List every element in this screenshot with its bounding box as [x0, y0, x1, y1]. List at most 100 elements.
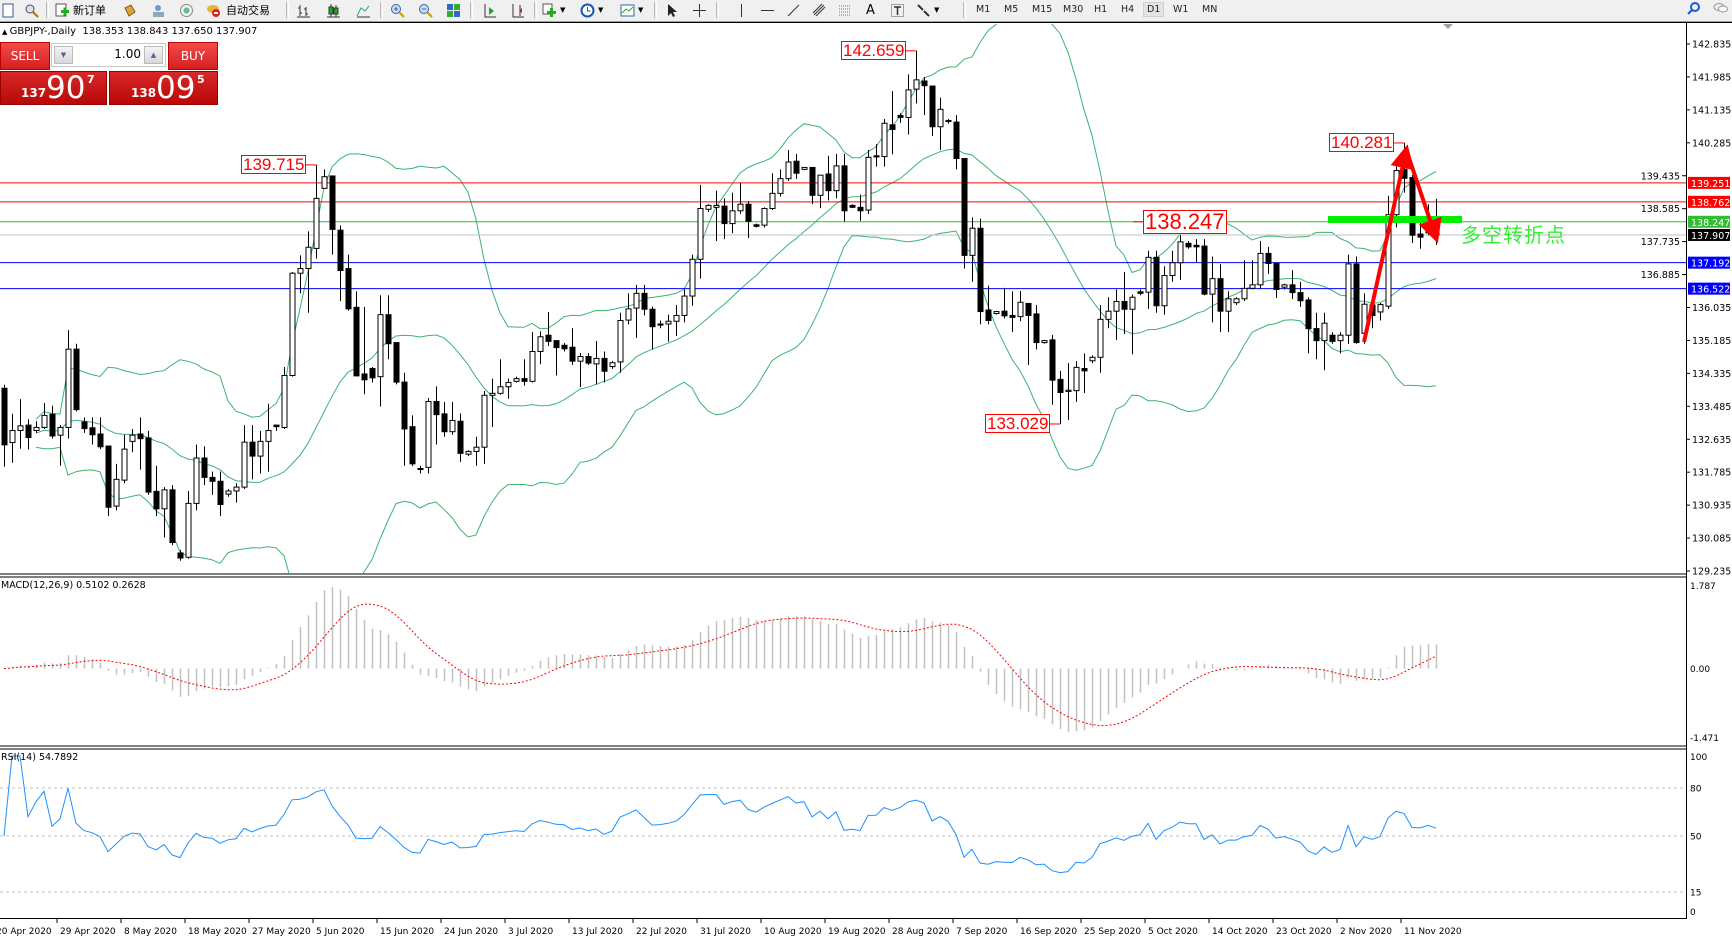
candle	[841, 153, 848, 222]
price-axis-label: 142.835	[1692, 40, 1731, 51]
zoom-out-button[interactable]	[418, 2, 433, 18]
zoom-chart-button[interactable]	[24, 2, 39, 18]
tile-windows-button[interactable]	[446, 2, 461, 18]
candle-body	[553, 340, 560, 349]
line-chart-button[interactable]	[356, 2, 371, 18]
candle	[353, 291, 360, 377]
candle	[233, 483, 240, 503]
price-annotation-138.247[interactable]: 138.247	[1143, 208, 1227, 234]
candle-body	[1321, 322, 1328, 342]
auto-trading-icon	[207, 4, 220, 17]
sell-button[interactable]: SELL	[0, 42, 50, 70]
trendline-button[interactable]	[786, 2, 801, 18]
price-annotation-140.281[interactable]: 140.281	[1329, 133, 1395, 153]
candle	[1345, 254, 1352, 344]
candle-body	[521, 378, 528, 382]
timeframe-h4[interactable]: H4	[1121, 4, 1135, 15]
candle-body	[41, 414, 48, 428]
text-button[interactable]: A	[866, 2, 875, 18]
lot-size-stepper[interactable]: ▼ 1.00 ▲	[51, 43, 166, 67]
signals-icon	[153, 4, 164, 17]
candle	[753, 223, 760, 228]
candle-body	[713, 204, 720, 208]
candle	[569, 328, 576, 366]
bar-chart-button[interactable]	[296, 2, 311, 18]
crosshair-button[interactable]	[692, 2, 707, 18]
candle	[737, 182, 744, 214]
lot-increase-button[interactable]: ▲	[144, 46, 163, 64]
chart-shift-button[interactable]	[510, 2, 525, 18]
candle	[713, 190, 720, 242]
new-chart-button[interactable]	[1, 2, 16, 18]
candle-body	[841, 165, 848, 212]
candle-body	[1409, 176, 1416, 236]
candle	[1273, 262, 1280, 299]
chart-shift-marker[interactable]	[1443, 24, 1453, 29]
timeframe-m1[interactable]: M1	[976, 4, 991, 15]
signals-button[interactable]	[151, 2, 166, 18]
candle	[977, 218, 984, 325]
timeframe-m15[interactable]: M15	[1032, 4, 1053, 15]
lot-decrease-button[interactable]: ▼	[54, 46, 73, 64]
buy-button[interactable]: BUY	[168, 42, 218, 70]
price-axis-label-bg	[1640, 235, 1681, 248]
candle-body	[1281, 284, 1288, 288]
candle	[1017, 291, 1024, 322]
price-axis-label: 138.585	[1641, 204, 1680, 215]
candle	[985, 285, 992, 325]
candlestick-button[interactable]	[326, 2, 341, 18]
timeframe-d1[interactable]: D1	[1142, 2, 1165, 17]
timeframe-h1[interactable]: H1	[1094, 4, 1108, 15]
search-icon[interactable]	[1686, 1, 1701, 16]
text-icon: A	[866, 2, 875, 18]
price-axis-label: 134.335	[1692, 369, 1731, 380]
candle	[513, 376, 520, 383]
candle	[145, 430, 152, 495]
candle-body	[1297, 292, 1304, 302]
buy-price-prefix: 138	[131, 86, 157, 100]
price-axis-label: 131.785	[1692, 468, 1731, 479]
candle-body	[1249, 284, 1256, 289]
sell-price-button[interactable]: 137 90 7	[0, 71, 107, 105]
cursor-button[interactable]	[664, 2, 679, 18]
equidistant-channel-button[interactable]	[812, 2, 827, 18]
timeframe-mn[interactable]: MN	[1202, 4, 1218, 15]
candle	[609, 361, 616, 369]
lot-size-input[interactable]: 1.00	[114, 47, 141, 61]
templates-button[interactable]: ▼	[620, 2, 643, 18]
candle-body	[1185, 242, 1192, 248]
fibonacci-button[interactable]	[838, 2, 853, 18]
chat-icon[interactable]	[1713, 1, 1728, 16]
price-annotation-139.715[interactable]: 139.715	[241, 155, 307, 175]
price-annotation-142.659[interactable]: 142.659	[841, 41, 907, 61]
candle	[1417, 219, 1424, 249]
candle-body	[761, 207, 768, 226]
meta-editor-button[interactable]	[122, 2, 137, 18]
candle	[697, 184, 704, 279]
candle-body	[1177, 241, 1184, 264]
price-annotation-133.029[interactable]: 133.029	[985, 414, 1051, 434]
vertical-line-button[interactable]	[734, 2, 749, 18]
timeframe-w1[interactable]: W1	[1173, 4, 1189, 15]
timeframe-m30[interactable]: M30	[1063, 4, 1084, 15]
text-label-button[interactable]	[890, 2, 905, 18]
candle	[57, 425, 64, 466]
candle	[201, 446, 208, 486]
indicators-button[interactable]: ▼	[542, 2, 565, 18]
new-order-button[interactable]: 新订单	[55, 2, 106, 18]
timeframe-m5[interactable]: M5	[1004, 4, 1019, 15]
buy-price-button[interactable]: 138 09 5	[109, 71, 218, 105]
auto-trading-button[interactable]: 自动交易	[206, 2, 270, 18]
horizontal-line-button[interactable]	[760, 2, 775, 18]
candle-body	[1033, 313, 1040, 344]
periods-button[interactable]: ▼	[580, 2, 603, 18]
market-button[interactable]	[179, 2, 194, 18]
arrows-button[interactable]: ▼	[916, 2, 939, 18]
zoom-in-button[interactable]	[390, 2, 405, 18]
sell-price-fraction: 7	[87, 73, 95, 86]
candle-body	[1257, 252, 1264, 286]
auto-scroll-button[interactable]	[482, 2, 497, 18]
candle-body	[1153, 256, 1160, 307]
candle-body	[305, 246, 312, 270]
